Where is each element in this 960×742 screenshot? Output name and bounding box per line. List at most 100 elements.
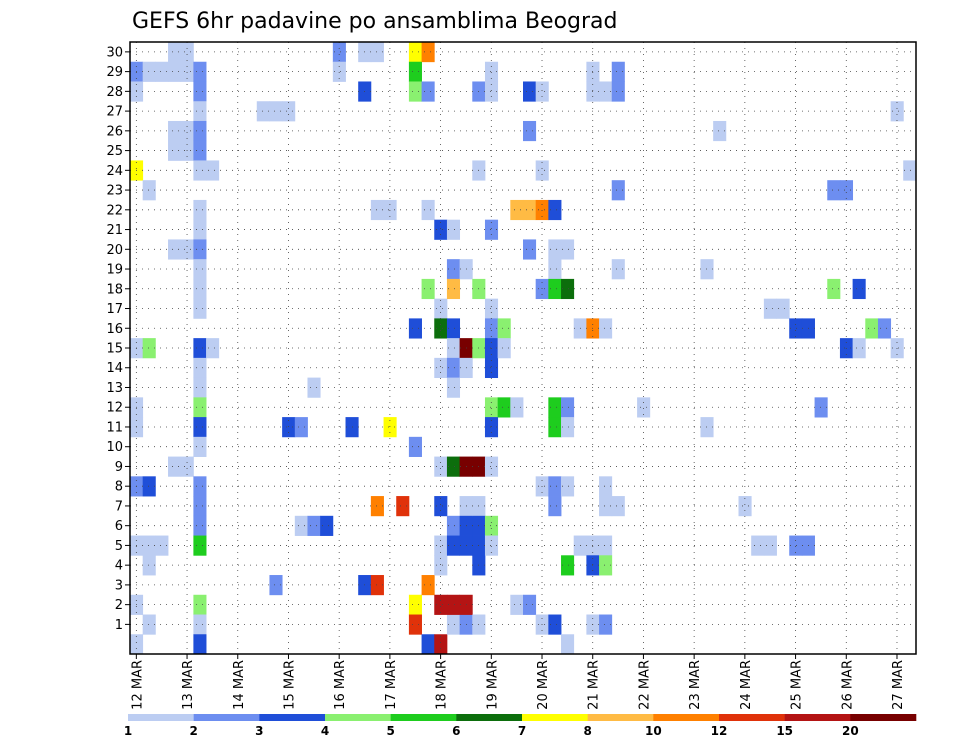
legend-label: 10 [645, 724, 662, 738]
heat-cell [497, 318, 511, 339]
heat-cell [180, 120, 194, 142]
y-tick-label: 25 [106, 144, 123, 159]
heat-cell [561, 476, 575, 497]
heat-cell [548, 476, 562, 497]
heat-cell [484, 318, 499, 339]
heat-cell [193, 614, 207, 635]
heat-cell [484, 357, 499, 379]
y-tick-label: 1 [115, 618, 123, 633]
heat-cell [484, 81, 499, 102]
heat-cell [611, 61, 625, 82]
heat-cell [180, 239, 194, 260]
x-tick-label: 19 MAR [485, 660, 500, 710]
heat-cell [839, 180, 854, 201]
heat-cell [599, 535, 613, 556]
heat-cell [193, 199, 207, 221]
heat-cell [434, 535, 448, 556]
heat-cell [484, 417, 499, 438]
heat-cell [408, 318, 422, 339]
heat-cell [168, 42, 182, 63]
legend-label: 6 [452, 724, 460, 738]
heat-cell [193, 496, 207, 517]
heat-cell [700, 417, 714, 438]
heat-cell [193, 239, 207, 260]
heat-cell [510, 199, 524, 221]
heat-cell [446, 278, 461, 300]
y-tick-label: 19 [106, 263, 123, 278]
heat-cell [307, 377, 321, 398]
legend-swatch [128, 714, 194, 721]
heat-cell [193, 357, 207, 379]
heat-cell [269, 575, 283, 596]
heat-cell [193, 436, 207, 457]
heat-cell [561, 397, 575, 418]
y-tick-label: 17 [106, 302, 123, 317]
heat-cell [446, 318, 461, 339]
legend-swatch [456, 714, 523, 721]
y-tick-label: 10 [106, 440, 123, 455]
heat-cell [446, 456, 461, 477]
y-tick-label: 4 [115, 559, 123, 574]
legend-label: 8 [583, 724, 591, 738]
heat-cell [130, 634, 144, 655]
heat-cell [370, 575, 384, 596]
heat-cell [877, 318, 892, 339]
x-tick-label: 16 MAR [333, 660, 348, 710]
heat-cell [561, 634, 575, 655]
heat-cell [155, 61, 169, 82]
x-axis: 12 MAR 13 MAR 14 MAR 15 MAR 16 MAR 17 MAR 18 M… [130, 654, 906, 710]
heat-cell [751, 535, 765, 556]
y-tick-label: 26 [106, 124, 123, 139]
y-tick-label: 11 [106, 420, 123, 435]
heat-cell [852, 338, 866, 359]
legend-label: 3 [255, 724, 263, 738]
heat-cell [421, 42, 435, 63]
heat-cell [484, 61, 499, 82]
heat-cell [776, 298, 790, 319]
heat-cell [523, 199, 537, 221]
x-tick-label: 25 MAR [790, 660, 805, 710]
heat-cell [637, 397, 651, 418]
heat-cell [142, 180, 156, 201]
heat-cell [408, 42, 422, 63]
heat-cell [421, 81, 435, 102]
heat-cell [599, 318, 613, 339]
heat-cell [865, 318, 879, 339]
heat-cell [890, 101, 904, 122]
heat-cell [370, 199, 384, 221]
heat-cell [446, 357, 461, 379]
heat-cell [700, 259, 714, 280]
x-tick-label: 12 MAR [130, 660, 145, 710]
heat-cell [434, 634, 448, 655]
heat-cell [142, 338, 156, 359]
heat-cell [548, 239, 562, 260]
heat-cell [446, 515, 461, 536]
heat-cell [193, 219, 207, 240]
heat-cell [256, 101, 270, 122]
heat-cell [789, 318, 803, 339]
y-tick-label: 5 [115, 539, 123, 554]
heat-cell [180, 61, 194, 82]
heat-cell [561, 555, 575, 576]
heat-cell [510, 397, 524, 418]
heat-cell [548, 259, 562, 280]
heat-cell [484, 397, 499, 418]
heat-cell [827, 180, 841, 201]
heat-cell [142, 555, 156, 576]
heat-cell [421, 199, 435, 221]
heat-cell [446, 535, 461, 556]
heat-cell [370, 496, 384, 517]
y-tick-label: 27 [106, 105, 123, 120]
heat-cell [548, 417, 562, 438]
y-tick-label: 8 [115, 480, 123, 495]
legend-swatch [193, 714, 260, 721]
y-tick-label: 16 [106, 322, 123, 337]
heat-cell [434, 357, 448, 379]
heat-cell [852, 278, 866, 300]
heat-cell [383, 417, 397, 438]
heat-cell [408, 594, 422, 615]
y-tick-label: 30 [106, 45, 123, 60]
heat-cell [408, 614, 422, 635]
heat-cell [193, 338, 207, 359]
heat-cell [763, 298, 777, 319]
